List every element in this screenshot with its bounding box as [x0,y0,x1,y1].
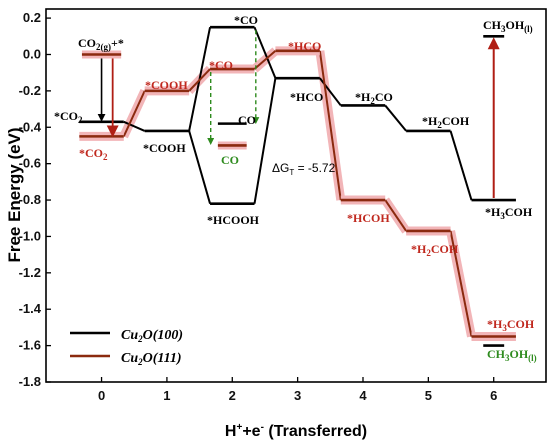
connector [449,130,473,201]
connector [123,120,146,132]
label-cooh-100: *COOH [143,141,186,155]
x-tick-label: 2 [229,388,236,403]
y-tick-label: -0.2 [19,83,41,98]
label-hcooh-100: *HCOOH [207,213,260,227]
x-tick-label: 4 [359,388,367,403]
legend-label-111: Cu2O(111) [121,351,182,367]
label-ch3oh-bottom: CH3OH(l) [487,347,537,363]
label-h3coh-111: *H3COH [487,317,535,333]
y-tick-label: -0.6 [19,156,41,171]
label-h3coh-100: *H3COH [485,205,533,221]
label-h2coh-100: *H2COH [422,114,470,130]
x-tick-label: 3 [294,388,301,403]
connector [188,68,211,92]
y-axis-label: Free Energy (eV) [5,127,24,262]
connector [253,26,277,79]
y-tick-label: -0.8 [19,192,41,207]
label-co2-gas: CO2(g)+* [78,36,124,52]
y-tick-label: -1.2 [19,265,41,280]
connector [188,130,212,204]
connector [122,90,146,137]
label-ch3oh-top: CH3OH(l) [483,18,533,34]
label-hco-100: *HCO [290,90,323,104]
y-tick-label: 0.0 [23,46,41,61]
x-tick-label: 1 [163,388,170,403]
label-hcoh-111: *HCOH [347,211,390,225]
label-co-100: *CO [234,13,258,27]
y-tick-label: -0.4 [19,119,42,134]
connector [253,50,277,70]
label-h2coh-111: *H2COH [411,242,459,258]
label-co-ads-111: *CO [209,58,233,72]
arrows [97,30,500,199]
state-labels: *CO *HCO CO CO *CO *COOH *COOH *HCOOH *H… [54,13,537,363]
y-tick-label: 0.2 [23,10,41,25]
label-hco-111: *HCO [288,39,321,53]
connector [253,77,277,204]
label-co-gas-100: CO [238,113,256,127]
label-co2-100: *CO2 [54,109,83,125]
connector [384,104,407,132]
label-cooh-111: *COOH [145,78,188,92]
legend: Cu2O(100) Cu2O(111) [70,328,183,367]
pathways [119,26,476,338]
y-tick-label: -1.0 [19,228,41,243]
connector [318,50,342,201]
y-tick-label: -1.8 [19,374,41,389]
x-tick-label: 0 [98,388,105,403]
legend-label-100: Cu2O(100) [121,328,183,344]
x-tick-label: 6 [490,388,497,403]
x-axis-label: H++e- (Transferred) [225,422,367,440]
y-tick-label: -1.4 [19,301,42,316]
label-h2co-100: *H2CO [355,90,393,106]
delta-g-annotation: ΔGT = -5.72 [272,161,336,177]
x-tick-label: 5 [425,388,432,403]
connector [384,199,407,232]
energy-levels [79,25,516,347]
y-tick-label: -1.6 [19,338,41,353]
label-co2-111: *CO2 [79,146,108,162]
plot-frame [45,8,547,383]
connector [449,230,473,337]
axis-ticks: 0 1 2 3 4 5 6 0.2 0.0 -0.2 -0.4 -0.6 -0.8 -1.0 -1.2 -1.… [19,10,498,403]
label-co-gas-111: CO [221,153,239,167]
